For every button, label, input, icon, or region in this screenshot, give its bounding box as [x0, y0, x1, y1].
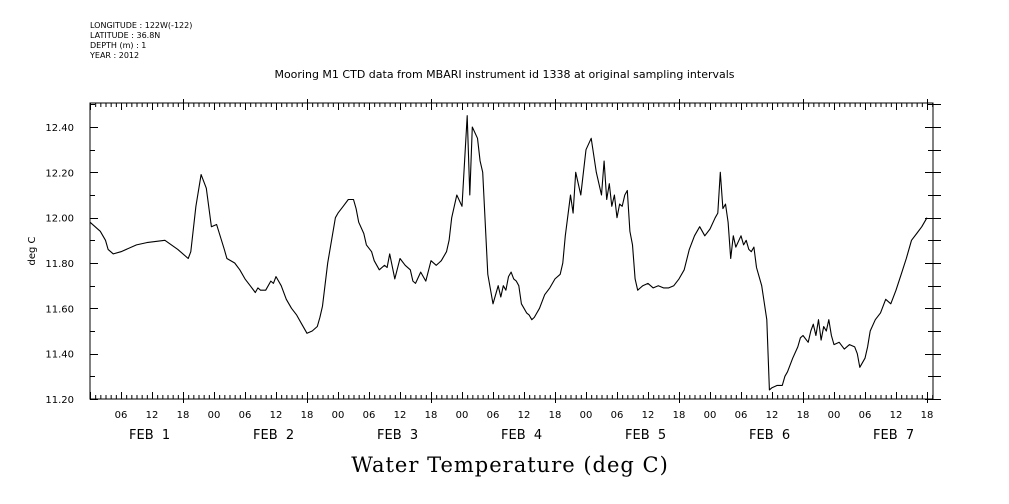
day-labels: FEB 1 FEB 2 FEB 3 FEB 4 FEB 5 FEB 6 FEB 7 — [129, 428, 914, 443]
x-tick-label: 06 — [735, 410, 748, 421]
x-tick-label: 00 — [208, 410, 221, 421]
x-tick-label: 06 — [487, 410, 500, 421]
y-tick-label: 11.20 — [45, 395, 74, 406]
y-tick-label: 12.00 — [45, 214, 74, 225]
x-tick-label: 00 — [704, 410, 717, 421]
day-label: FEB 6 — [749, 428, 790, 443]
depth-label: DEPTH (m) : 1 — [90, 41, 147, 50]
y-tick-labels: 11.20 11.40 11.60 11.80 12.00 12.20 12.40 — [45, 123, 74, 406]
x-tick-label: 12 — [642, 410, 655, 421]
x-tick-label: 00 — [828, 410, 841, 421]
y-tick-label: 11.40 — [45, 350, 74, 361]
x-tick-label: 00 — [580, 410, 593, 421]
year-label: YEAR : 2012 — [90, 51, 140, 60]
y-tick-label: 12.20 — [45, 168, 74, 179]
series-line — [89, 115, 928, 391]
x-tick-label: 12 — [146, 410, 159, 421]
longitude-label: LONGITUDE : 122W(-122) — [90, 21, 193, 30]
x-tick-label: 18 — [549, 410, 562, 421]
x-tick-label: 12 — [766, 410, 779, 421]
day-label: FEB 2 — [253, 428, 294, 443]
axis-ticks — [90, 99, 941, 403]
x-tick-label: 06 — [363, 410, 376, 421]
x-tick-labels: 06 12 18 00 06 12 18 00 06 12 18 00 06 12 18 00 06 12 18 00… — [115, 410, 934, 421]
x-tick-label: 06 — [859, 410, 872, 421]
x-tick-label: 12 — [518, 410, 531, 421]
x-tick-label: 18 — [425, 410, 438, 421]
day-label: FEB 3 — [377, 428, 418, 443]
x-tick-label: 18 — [301, 410, 314, 421]
day-label: FEB 5 — [625, 428, 666, 443]
latitude-label: LATITUDE : 36.8N — [90, 31, 161, 40]
x-tick-label: 18 — [673, 410, 686, 421]
x-tick-label: 06 — [115, 410, 128, 421]
y-tick-label: 11.60 — [45, 304, 74, 315]
day-label: FEB 7 — [873, 428, 914, 443]
x-tick-label: 12 — [270, 410, 283, 421]
x-tick-label: 00 — [456, 410, 469, 421]
x-axis-title: Water Temperature (deg C) — [351, 453, 669, 477]
plot-frame — [89, 102, 934, 400]
x-tick-label: 12 — [394, 410, 407, 421]
x-tick-label: 06 — [611, 410, 624, 421]
x-tick-label: 18 — [797, 410, 810, 421]
x-tick-label: 18 — [921, 410, 934, 421]
x-tick-label: 18 — [177, 410, 190, 421]
y-tick-label: 12.40 — [45, 123, 74, 134]
x-tick-label: 06 — [239, 410, 252, 421]
day-label: FEB 1 — [129, 428, 170, 443]
x-tick-label: 12 — [890, 410, 903, 421]
y-tick-label: 11.80 — [45, 259, 74, 270]
y-axis-label: deg C — [27, 236, 38, 265]
day-label: FEB 4 — [501, 428, 542, 443]
x-tick-label: 00 — [332, 410, 345, 421]
chart-title: Mooring M1 CTD data from MBARI instrumen… — [274, 68, 735, 81]
